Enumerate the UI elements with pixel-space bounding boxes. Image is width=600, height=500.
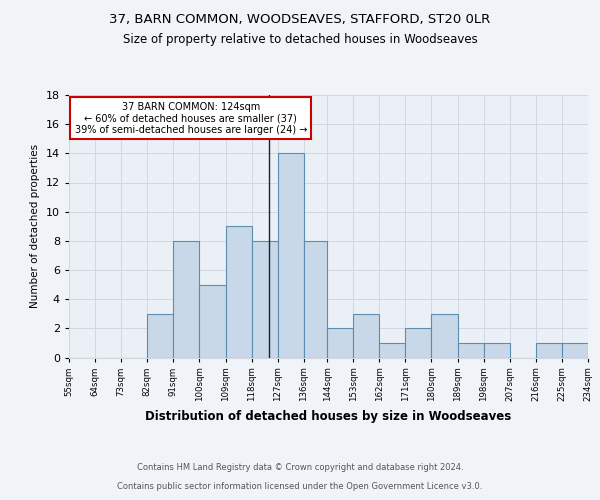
- Bar: [199, 284, 226, 358]
- Bar: [327, 328, 353, 358]
- Bar: [226, 226, 251, 358]
- Bar: [278, 154, 304, 358]
- Text: 37, BARN COMMON, WOODSEAVES, STAFFORD, ST20 0LR: 37, BARN COMMON, WOODSEAVES, STAFFORD, S…: [109, 12, 491, 26]
- Bar: [406, 328, 431, 358]
- Bar: [147, 314, 173, 358]
- Bar: [304, 241, 327, 358]
- Bar: [353, 314, 379, 358]
- Bar: [536, 343, 562, 357]
- Bar: [379, 343, 406, 357]
- Bar: [458, 343, 484, 357]
- Bar: [562, 343, 588, 357]
- Bar: [173, 241, 199, 358]
- Text: Contains HM Land Registry data © Crown copyright and database right 2024.: Contains HM Land Registry data © Crown c…: [137, 464, 463, 472]
- Text: Contains public sector information licensed under the Open Government Licence v3: Contains public sector information licen…: [118, 482, 482, 491]
- Bar: [431, 314, 458, 358]
- Text: 37 BARN COMMON: 124sqm
← 60% of detached houses are smaller (37)
39% of semi-det: 37 BARN COMMON: 124sqm ← 60% of detached…: [74, 102, 307, 135]
- Y-axis label: Number of detached properties: Number of detached properties: [30, 144, 40, 308]
- X-axis label: Distribution of detached houses by size in Woodseaves: Distribution of detached houses by size …: [145, 410, 512, 422]
- Text: Size of property relative to detached houses in Woodseaves: Size of property relative to detached ho…: [122, 32, 478, 46]
- Bar: [251, 241, 278, 358]
- Bar: [484, 343, 510, 357]
